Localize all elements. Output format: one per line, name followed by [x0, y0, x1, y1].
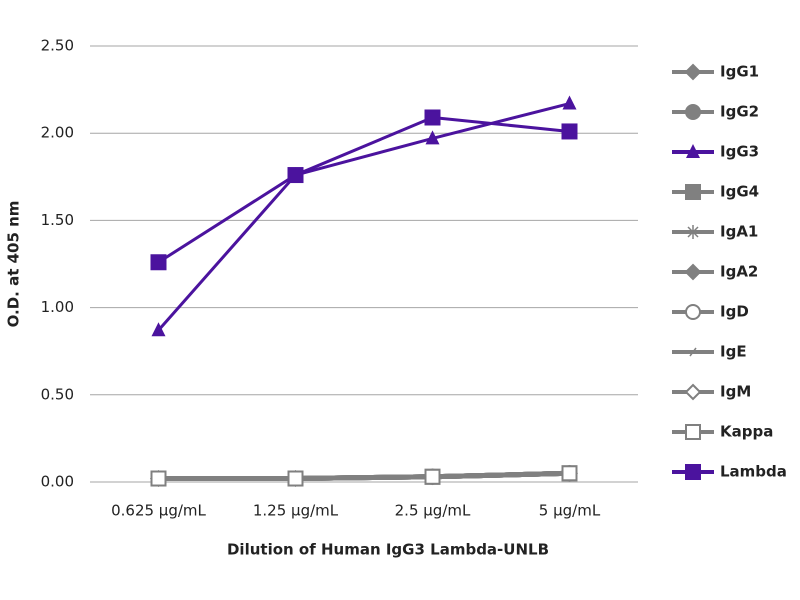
marker: [150, 470, 167, 487]
marker: [684, 263, 702, 281]
y-tick-label: 2.50: [41, 37, 74, 55]
marker: [684, 63, 702, 81]
marker: [685, 304, 701, 320]
marker: [287, 167, 304, 184]
series-line: [157, 102, 570, 332]
y-tick-label: 1.00: [41, 298, 74, 316]
marker: [686, 225, 700, 239]
marker: [287, 470, 304, 487]
x-tick-label: 5 µg/mL: [539, 502, 601, 520]
series-line: [158, 470, 570, 482]
series: [150, 465, 578, 487]
x-tick-label: 0.625 µg/mL: [111, 502, 206, 520]
marker: [685, 464, 701, 480]
x-tick-label: 1.25 µg/mL: [253, 502, 339, 520]
legend-label: IgM: [720, 383, 751, 401]
legend-label: IgE: [720, 343, 747, 361]
marker: [684, 383, 702, 401]
series-line: [157, 116, 570, 264]
y-tick-label: 2.00: [41, 124, 74, 142]
marker: [686, 347, 700, 357]
x-axis-title: Dilution of Human IgG3 Lambda-UNLB: [227, 541, 549, 559]
marker: [424, 468, 441, 485]
marker: [150, 254, 167, 271]
y-tick-label: 0.00: [41, 473, 74, 491]
legend-label: IgD: [720, 303, 749, 321]
marker: [562, 95, 577, 110]
legend-label: Lambda: [720, 463, 787, 481]
legend-label: Kappa: [720, 423, 773, 441]
marker: [686, 144, 700, 158]
marker: [685, 104, 701, 120]
legend-label: IgA1: [720, 223, 758, 241]
marker: [425, 130, 440, 145]
legend-label: IgG2: [720, 103, 759, 121]
legend-label: IgA2: [720, 263, 758, 281]
marker: [561, 465, 578, 482]
y-tick-label: 1.50: [41, 211, 74, 229]
legend-label: IgG1: [720, 63, 759, 81]
marker: [685, 424, 701, 440]
y-tick-label: 0.50: [41, 385, 74, 403]
marker: [685, 184, 701, 200]
marker: [424, 109, 441, 126]
series: [150, 109, 578, 271]
y-axis-title: O.D. at 405 nm: [5, 201, 23, 328]
series: [151, 95, 577, 337]
marker: [561, 123, 578, 140]
legend-label: IgG4: [720, 183, 759, 201]
x-tick-label: 2.5 µg/mL: [395, 502, 471, 520]
marker: [151, 322, 166, 337]
legend-label: IgG3: [720, 143, 759, 161]
